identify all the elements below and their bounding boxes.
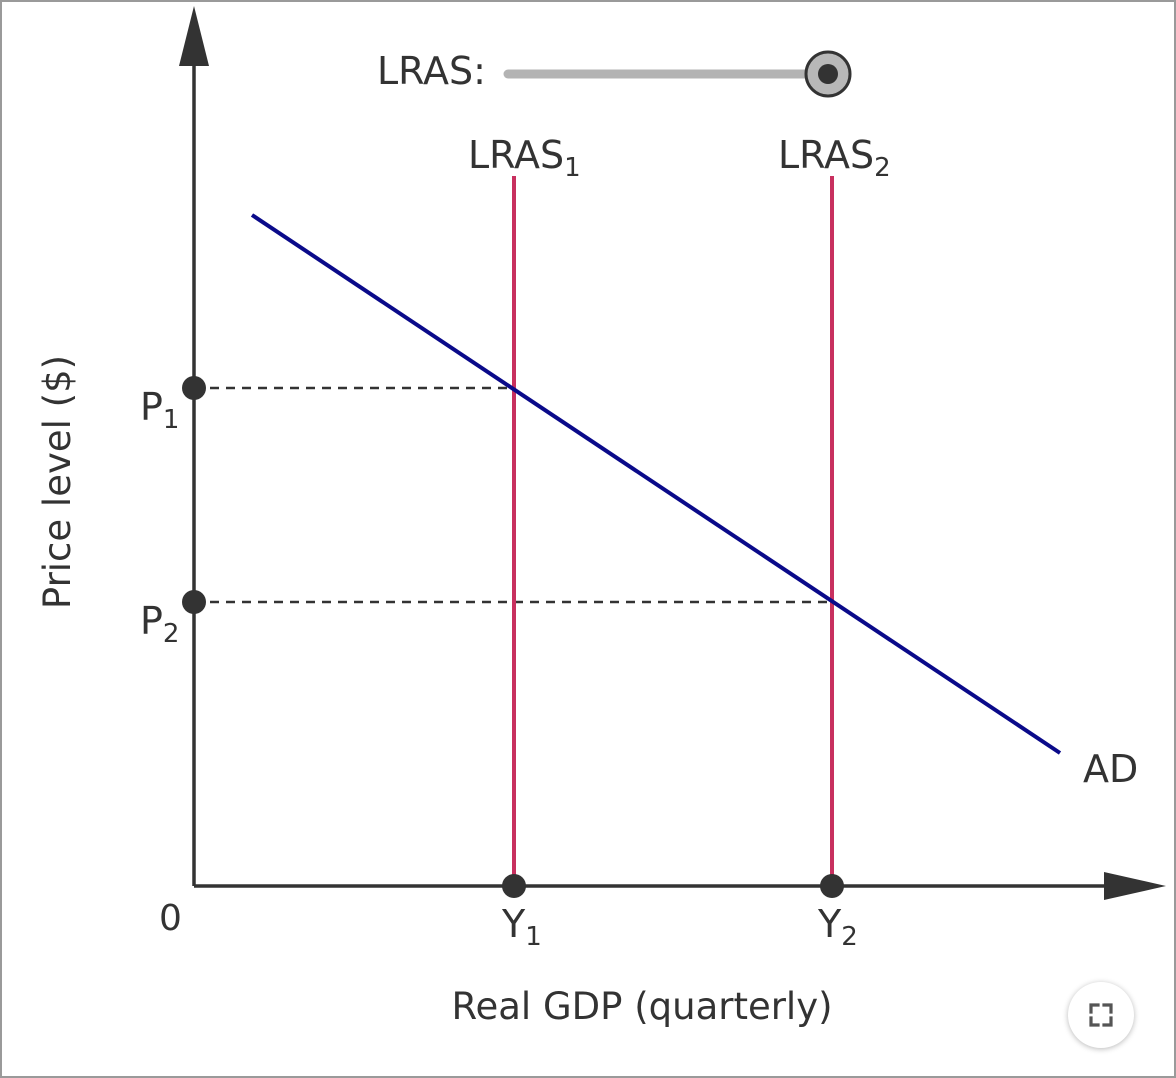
y2-label: Y2 <box>817 902 858 952</box>
p1-point <box>182 376 206 400</box>
slider-knob[interactable] <box>804 50 852 98</box>
y1-label: Y1 <box>501 902 542 952</box>
y-axis-title: Price level ($) <box>36 355 79 609</box>
y1-point <box>502 874 526 898</box>
lras2-label: LRAS2 <box>778 133 891 183</box>
p2-label: P2 <box>140 599 179 649</box>
x-axis-title: Real GDP (quarterly) <box>451 985 832 1028</box>
lras1-label: LRAS1 <box>468 133 581 183</box>
y2-point <box>820 874 844 898</box>
ad-curve <box>250 213 1062 755</box>
expand-icon <box>1089 1003 1113 1027</box>
p2-point <box>182 590 206 614</box>
origin-label: 0 <box>159 898 182 939</box>
y-axis-arrow <box>179 6 209 66</box>
slider-label: LRAS: <box>377 49 486 93</box>
p1-label: P1 <box>140 385 179 435</box>
x-axis-arrow <box>1104 872 1166 900</box>
ad-label: AD <box>1083 747 1138 791</box>
fullscreen-button[interactable] <box>1068 982 1134 1048</box>
